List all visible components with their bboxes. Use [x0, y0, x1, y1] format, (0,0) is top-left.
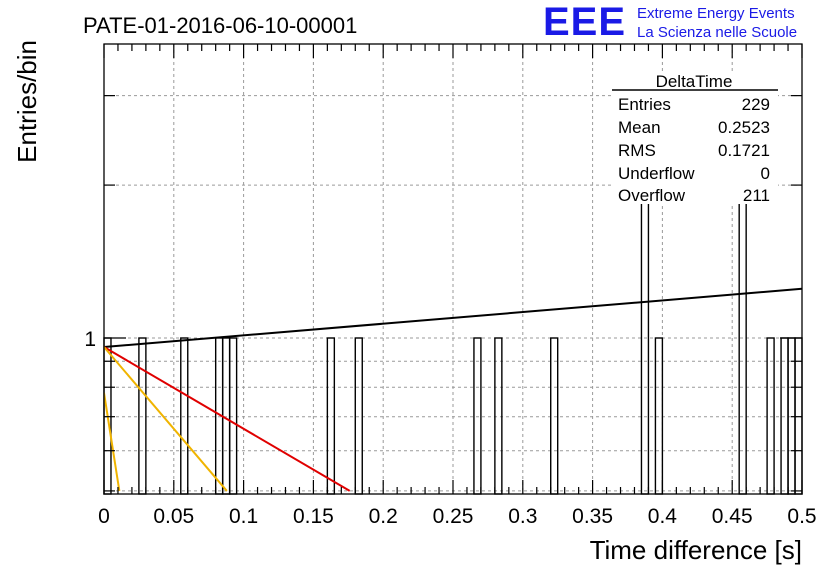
axis-ticks [103, 44, 803, 494]
x-tick-label: 0.2 [369, 505, 398, 528]
stats-label-rms: RMS [618, 141, 656, 160]
fit-curve [104, 392, 121, 492]
fit-curves [104, 287, 802, 492]
y-axis-label: Entries/bin [12, 40, 42, 163]
fit-curve [104, 346, 351, 492]
stats-box: DeltaTime Entries 229 Mean 0.2523 RMS 0.… [612, 72, 778, 205]
eee-organization: Extreme Energy Events La Scienza nelle S… [637, 4, 797, 42]
stats-value-overflow: 211 [743, 186, 770, 205]
stats-value-rms: 0.1721 [718, 141, 770, 160]
x-tick-label: 0.45 [712, 505, 753, 528]
y-tick-labels: 1 [84, 328, 96, 351]
x-tick-label: 0.05 [153, 505, 194, 528]
stats-value-entries: 229 [742, 95, 770, 114]
histogram-bar [640, 184, 650, 495]
eee-logo: EEE [543, 0, 627, 44]
y-tick-label: 1 [84, 328, 96, 351]
x-axis-label: Time difference [s] [590, 535, 802, 565]
stats-value-underflow: 0 [761, 164, 770, 183]
x-tick-label: 0.4 [648, 505, 678, 528]
x-tick-label: 0.25 [433, 505, 474, 528]
stats-value-mean: 0.2523 [718, 118, 770, 137]
stats-label-overflow: Overflow [618, 186, 686, 205]
x-tick-label: 0 [98, 505, 110, 528]
fit-curve [104, 346, 228, 492]
stats-title: DeltaTime [656, 72, 733, 91]
x-tick-label: 0.5 [787, 505, 816, 528]
histogram-bar [738, 184, 747, 495]
org-line-1: Extreme Energy Events [637, 5, 795, 22]
stats-label-entries: Entries [618, 95, 671, 114]
stats-label-mean: Mean [618, 118, 661, 137]
x-tick-labels: 0 0.05 0.1 0.15 0.2 0.25 0.3 0.35 0.4 0.45 0.5 [98, 505, 816, 528]
stats-label-underflow: Underflow [618, 164, 695, 183]
x-tick-label: 0.35 [572, 505, 613, 528]
x-tick-label: 0.1 [229, 505, 258, 528]
org-line-2: La Scienza nelle Scuole [637, 24, 798, 41]
fit-curve [104, 287, 802, 349]
x-tick-label: 0.3 [508, 505, 537, 528]
x-tick-label: 0.15 [293, 505, 334, 528]
stats-box-background [612, 72, 778, 204]
chart-title: PATE-01-2016-06-10-00001 [83, 13, 357, 38]
